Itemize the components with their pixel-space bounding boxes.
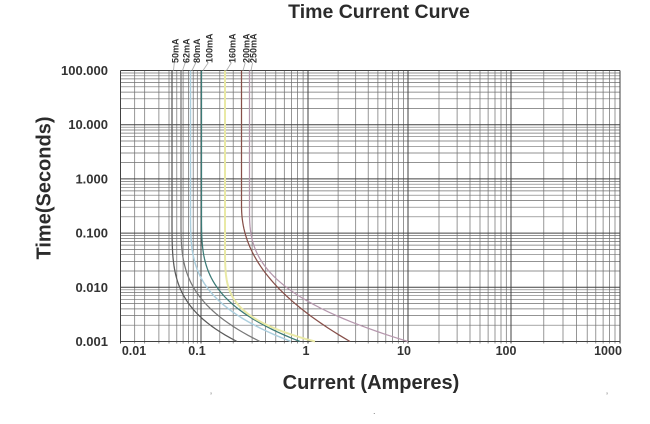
svg-text:100mA: 100mA xyxy=(204,33,214,63)
svg-text:10: 10 xyxy=(397,344,411,358)
svg-text:10.000: 10.000 xyxy=(68,117,108,132)
svg-text:Time Current Curve: Time Current Curve xyxy=(288,1,470,23)
svg-text:200mA: 200mA xyxy=(241,33,251,63)
svg-text:100: 100 xyxy=(496,344,517,358)
svg-text:0.010: 0.010 xyxy=(75,280,108,295)
svg-text:62mA: 62mA xyxy=(181,38,191,63)
svg-text:Current (Amperes): Current (Amperes) xyxy=(283,372,460,394)
svg-text:1: 1 xyxy=(303,344,310,358)
svg-text:160mA: 160mA xyxy=(228,33,238,63)
svg-text:0.01: 0.01 xyxy=(122,344,146,358)
svg-text:80mA: 80mA xyxy=(192,38,202,63)
svg-text:1.000: 1.000 xyxy=(75,171,108,186)
svg-text:0.1: 0.1 xyxy=(188,344,205,358)
svg-text:’: ’ xyxy=(606,391,608,401)
svg-text:1000: 1000 xyxy=(594,344,622,358)
svg-text:’: ’ xyxy=(210,391,212,401)
svg-text:0.100: 0.100 xyxy=(75,226,108,241)
svg-text:Time(Seconds): Time(Seconds) xyxy=(34,117,56,260)
svg-text:50mA: 50mA xyxy=(170,38,180,63)
svg-text:100.000: 100.000 xyxy=(61,63,108,78)
svg-text:.: . xyxy=(373,406,376,416)
svg-text:0.001: 0.001 xyxy=(75,334,108,349)
svg-text:250mA: 250mA xyxy=(249,33,259,63)
